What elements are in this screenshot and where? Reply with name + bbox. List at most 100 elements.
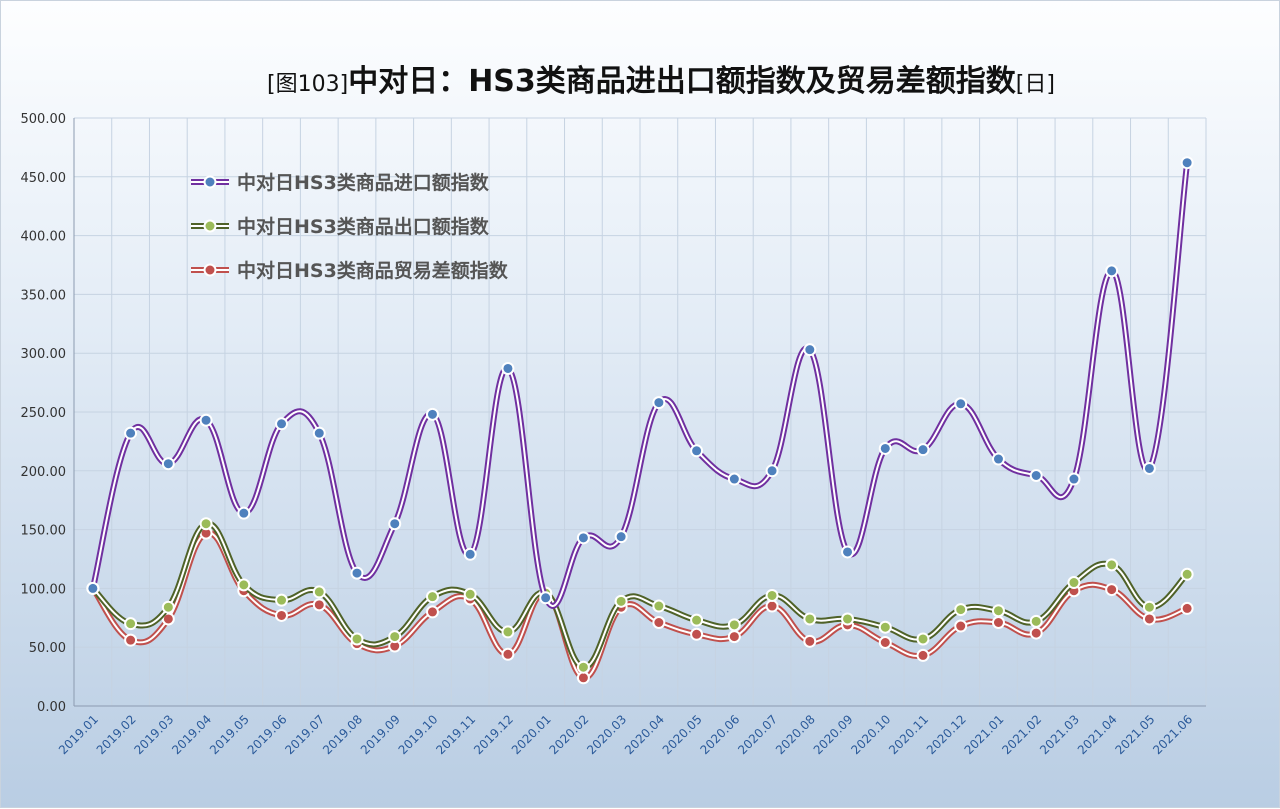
data-point (576, 671, 590, 685)
data-point (954, 619, 968, 633)
data-point (463, 587, 477, 601)
data-point (1180, 156, 1194, 170)
data-point (991, 452, 1005, 466)
data-point (690, 444, 704, 458)
data-point (350, 566, 364, 580)
data-point (86, 581, 100, 595)
y-tick-label: 350.00 (21, 288, 67, 303)
legend-label: 中对日HS3类商品贸易差额指数 (237, 259, 509, 282)
y-tick-label: 150.00 (21, 524, 67, 539)
x-tick-label: 2019.03 (131, 712, 176, 757)
x-tick-label: 2020.02 (547, 712, 592, 757)
data-point (1067, 472, 1081, 486)
y-tick-label: 100.00 (21, 582, 67, 597)
x-tick-label: 2021.05 (1113, 712, 1158, 757)
data-point (124, 633, 138, 647)
axes: 0.00 50.00 100.00 150.00 200.00 250.00 300.00 3… (21, 112, 1206, 757)
x-tick-label: 2021.03 (1037, 712, 1082, 757)
x-tick-label: 2020.01 (509, 712, 554, 757)
y-tick-label: 400.00 (21, 230, 67, 245)
data-point (237, 578, 251, 592)
data-point (727, 630, 741, 644)
data-point (576, 531, 590, 545)
data-point (803, 343, 817, 357)
x-tick-label: 2019.04 (169, 712, 214, 757)
data-point (803, 634, 817, 648)
data-point (501, 647, 515, 661)
x-tick-label: 2021.01 (962, 712, 1007, 757)
x-tick-label: 2021.02 (999, 712, 1044, 757)
series-group (86, 156, 1194, 685)
data-point (312, 426, 326, 440)
data-point (539, 591, 553, 605)
data-point (576, 660, 590, 674)
x-tick-label: 2021.06 (1150, 712, 1195, 757)
x-tick-label: 2021.04 (1075, 712, 1120, 757)
data-point (1105, 583, 1119, 597)
data-point (765, 588, 779, 602)
data-point (765, 464, 779, 478)
data-point (878, 635, 892, 649)
data-point (237, 506, 251, 520)
y-tick-label: 200.00 (21, 465, 67, 480)
data-point (916, 632, 930, 646)
data-point (161, 600, 175, 614)
data-point (1029, 469, 1043, 483)
data-point (991, 616, 1005, 630)
data-point (841, 612, 855, 626)
data-point (727, 618, 741, 632)
data-point (916, 443, 930, 457)
data-point (350, 632, 364, 646)
legend-marker (203, 175, 217, 189)
x-tick-label: 2020.05 (660, 712, 705, 757)
series-1 (86, 517, 1194, 674)
data-point (1105, 558, 1119, 572)
data-point (614, 530, 628, 544)
y-tick-label: 300.00 (21, 347, 67, 362)
data-point (1029, 626, 1043, 640)
data-point (312, 585, 326, 599)
data-point (124, 617, 138, 631)
y-tick-label: 50.00 (29, 641, 66, 656)
data-point (878, 620, 892, 634)
data-point (690, 613, 704, 627)
data-point (954, 603, 968, 617)
data-point (1029, 614, 1043, 628)
data-point (954, 397, 968, 411)
chart-title-main: 中对日：HS3类商品进出口额指数及贸易差额指数 (348, 64, 1017, 99)
x-tick-label: 2019.12 (471, 712, 516, 757)
chart-title: [图103]中对日：HS3类商品进出口额指数及贸易差额指数[日] (267, 64, 1055, 99)
data-point (275, 608, 289, 622)
chart-title-suffix: [日] (1016, 72, 1055, 97)
data-point (425, 605, 439, 619)
series-0 (86, 156, 1194, 609)
x-tick-label: 2019.05 (207, 712, 252, 757)
x-tick-label: 2020.06 (697, 712, 742, 757)
x-tick-label: 2020.12 (924, 712, 969, 757)
chart-title-prefix: [图103] (267, 72, 348, 97)
data-point (312, 598, 326, 612)
x-tick-label: 2019.01 (56, 712, 101, 757)
y-tick-label: 250.00 (21, 406, 67, 421)
x-tick-label: 2019.10 (396, 712, 441, 757)
legend-label: 中对日HS3类商品进口额指数 (237, 171, 490, 194)
x-tick-label: 2020.09 (811, 712, 856, 757)
legend-item-1: 中对日HS3类商品出口额指数 (191, 215, 490, 238)
legend-item-0: 中对日HS3类商品进口额指数 (191, 171, 490, 194)
x-tick-label: 2020.03 (584, 712, 629, 757)
y-tick-label: 500.00 (21, 112, 67, 127)
data-point (878, 441, 892, 455)
data-point (124, 426, 138, 440)
legend-marker (203, 219, 217, 233)
data-point (1180, 567, 1194, 581)
x-tick-label: 2020.07 (735, 712, 780, 757)
data-point (652, 396, 666, 410)
data-point (501, 625, 515, 639)
legend: 中对日HS3类商品进口额指数中对日HS3类商品出口额指数中对日HS3类商品贸易差… (191, 171, 509, 282)
data-point (1180, 601, 1194, 615)
data-point (1142, 612, 1156, 626)
x-tick-label: 2020.04 (622, 712, 667, 757)
data-point (1142, 461, 1156, 475)
x-tick-label: 2019.09 (358, 712, 403, 757)
